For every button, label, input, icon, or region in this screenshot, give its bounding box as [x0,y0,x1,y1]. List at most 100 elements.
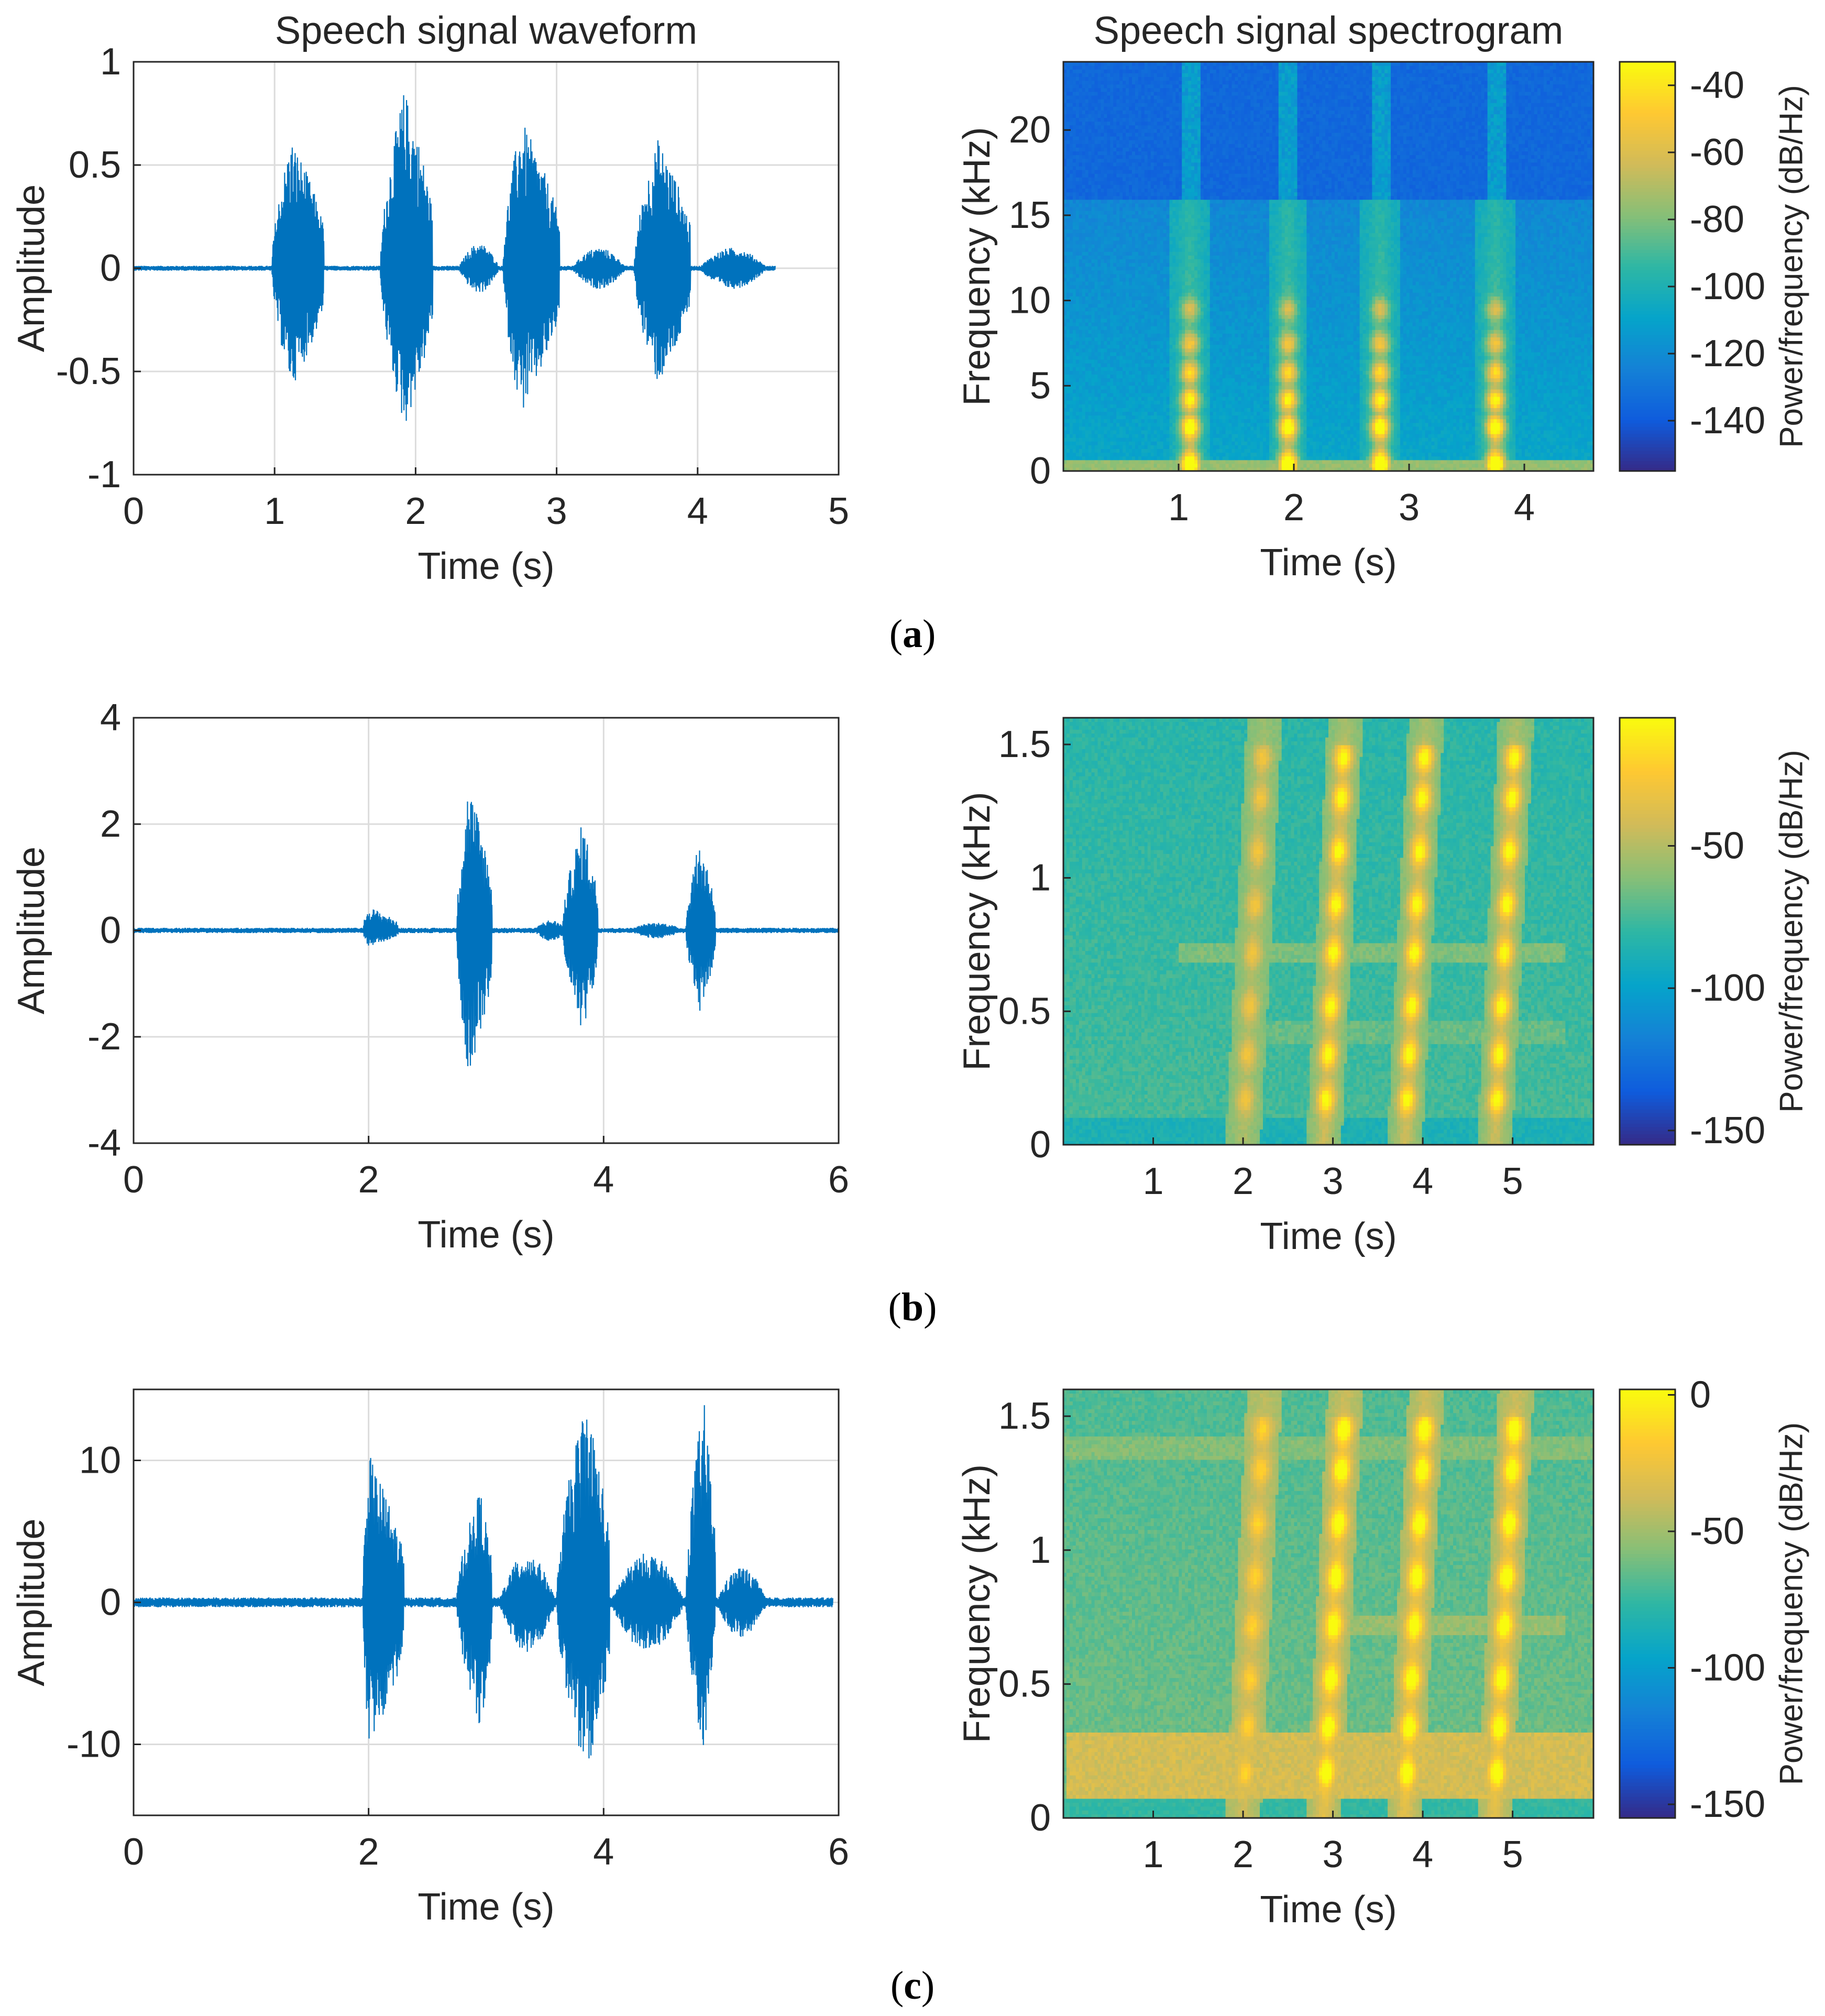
spectrogram-cell [1079,237,1083,241]
spectrogram-cell [1076,348,1080,353]
spectrogram-cell [1067,404,1070,408]
spectrogram-cell [1073,285,1076,289]
spectrogram-cell [1070,196,1073,200]
spectrogram-cell [1070,110,1073,114]
spectrogram-cell [1073,203,1076,207]
spectrogram-cell [1073,170,1076,174]
spectrogram-cell [1073,237,1076,241]
spectrogram-cell [1067,326,1070,330]
spectrogram-cell [1079,370,1083,375]
spectrogram-cell [1067,200,1070,204]
spectrogram-cell [1073,106,1076,111]
spectrogram-cell [1067,229,1070,234]
spectrogram-cell [1070,65,1073,70]
spectrogram-cell [1079,225,1083,229]
spectrogram-cell [1076,445,1080,449]
spectrogram-cell [1067,248,1070,252]
spectrogram-cell [1076,274,1080,278]
spectrogram-cell [1076,207,1080,211]
spectrogram-cell [1070,136,1073,140]
spectrogram-cell [1070,415,1073,420]
spectrogram-cell [1067,330,1070,334]
spectrogram-cell [1076,430,1080,434]
spectrogram-cell [1067,262,1070,267]
spectrogram-cell [1067,456,1070,461]
spectrogram-cell [1067,203,1070,207]
spectrogram-cell [1067,370,1070,375]
spectrogram-cell [1079,430,1083,434]
spectrogram-cell [1067,345,1070,349]
spectrogram-cell [1076,114,1080,118]
spectrogram-cell [1067,162,1070,167]
spectrogram-cell [1067,274,1070,278]
spectrogram-cell [1079,456,1083,461]
spectrogram-cell [1076,308,1080,312]
spectrogram-cell [1073,393,1076,397]
spectrogram-cell [1067,99,1070,103]
spectrogram-cell [1070,311,1073,315]
spectrogram-cell [1076,262,1080,267]
spectrogram-cell [1079,255,1083,259]
spectrogram-cell [1079,214,1083,218]
spectrogram-cell [1073,222,1076,226]
spectrogram-cell [1073,359,1076,364]
spectrogram-cell [1079,140,1083,144]
spectrogram-cell [1079,322,1083,326]
spectrogram-cell [1076,136,1080,140]
spectrogram-cell [1073,181,1076,185]
spectrogram-cell [1079,170,1083,174]
spectrogram-cell [1076,200,1080,204]
spectrogram-cell [1067,445,1070,449]
spectrogram-cell [1067,408,1070,412]
spectrogram-cell [1070,103,1073,107]
spectrogram-cell [1079,177,1083,181]
spectrogram-cell [1073,192,1076,196]
spectrogram-cell [1073,177,1076,181]
spectrogram-cell [1067,430,1070,434]
spectrogram-cell [1079,445,1083,449]
spectrogram-cell [1073,118,1076,122]
spectrogram-cell [1067,441,1070,445]
spectrogram-cell [1079,192,1083,196]
spectrogram-cell [1067,419,1070,423]
spectrogram-cell [1073,356,1076,360]
spectrogram-cell [1076,122,1080,126]
spectrogram-cell [1067,170,1070,174]
spectrogram-cell [1076,311,1080,315]
spectrogram-cell [1067,337,1070,341]
spectrogram-cell [1070,322,1073,326]
spectrogram-cell [1073,386,1076,390]
spectrogram-cell [1067,244,1070,248]
spectrogram-cell [1079,453,1083,457]
spectrogram-cell [1076,304,1080,308]
spectrogram-cell [1067,110,1070,114]
spectrogram-cell [1076,441,1080,445]
spectrogram-cell [1070,244,1073,248]
spectrogram-cell [1067,374,1070,378]
spectrogram-cell [1067,155,1070,159]
spectrogram-cell [1067,140,1070,144]
spectrogram-cell [1067,95,1070,100]
panel-0-waveform: 0 1 2 3 4 5-1-0.500.51Time (s)AmplitudeSpeech… [10,9,849,588]
spectrogram-cell [1067,296,1070,300]
spectrogram-cell [1073,69,1076,73]
spectrogram-cell [1070,411,1073,415]
spectrogram-cell [1076,456,1080,461]
spectrogram-cell [1073,99,1076,103]
spectrogram-cell [1079,270,1083,275]
spectrogram-cell [1076,315,1080,319]
y-tick-label: 1 [100,41,121,83]
spectrogram-cell [1067,177,1070,181]
spectrogram-cell [1070,270,1073,275]
spectrogram-cell [1073,140,1076,144]
spectrogram-cell [1079,460,1083,464]
spectrogram-cell [1073,423,1076,427]
spectrogram-cell [1079,419,1083,423]
spectrogram-cell [1067,352,1070,356]
spectrogram-cell [1076,218,1080,222]
spectrogram-cell [1073,415,1076,420]
spectrogram-cell [1076,95,1080,100]
spectrogram-cell [1076,419,1080,423]
spectrogram-cell [1079,159,1083,163]
spectrogram-cell [1076,248,1080,252]
